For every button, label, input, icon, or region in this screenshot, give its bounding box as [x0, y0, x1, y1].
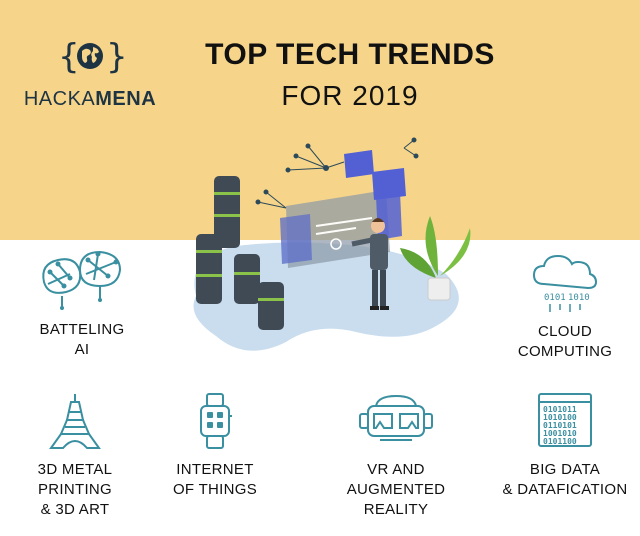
- hologram-dashboard: [280, 150, 406, 268]
- header-band: [0, 0, 640, 240]
- trend-label-line1: BATTELING: [39, 321, 125, 338]
- brain-network-icon: [42, 250, 122, 310]
- server-rack-icon: [196, 176, 284, 330]
- page-title: TOP TECH TRENDS: [205, 38, 495, 71]
- cloud-data-icon: 0101 1010: [532, 254, 598, 312]
- logo-text-light: HACKA: [23, 88, 96, 110]
- hackamena-logo: { } HACKAMENA: [20, 36, 160, 116]
- trend-vr-augmented-reality: VR AND AUGMENTED REALITY: [326, 392, 466, 520]
- trend-label-line3: REALITY: [363, 501, 429, 518]
- trend-label-line1: INTERNET: [176, 461, 254, 478]
- trend-internet-of-things: INTERNET OF THINGS: [160, 392, 270, 500]
- page-subtitle: FOR 2019: [281, 80, 419, 111]
- trend-label-line2: AI: [74, 341, 90, 358]
- binary-text: 0101011: [543, 405, 577, 414]
- binary-text: 1010: [568, 293, 590, 303]
- binary-text: 1010100: [543, 413, 577, 422]
- trend-label-line1: VR AND: [367, 461, 425, 478]
- binary-text: 0101100: [543, 437, 577, 446]
- vr-headset-icon: [359, 394, 433, 441]
- svg-text:{: {: [58, 37, 80, 76]
- binary-data-icon: 0101011 1010100 0110101 1001010 0101100: [538, 393, 592, 447]
- logo-wordmark: HACKAMENA: [20, 88, 160, 111]
- trend-label-line2: COMPUTING: [517, 343, 613, 360]
- trend-label-line2: OF THINGS: [172, 481, 258, 498]
- trend-cloud-computing: 0101 1010 CLOUD COMPUTING: [500, 254, 630, 362]
- potted-plant: [400, 216, 471, 301]
- trend-label-line2: PRINTING: [37, 481, 113, 498]
- logo-text-bold: MENA: [95, 88, 157, 110]
- eiffel-tower-icon: [49, 394, 101, 449]
- trend-label-line3: & 3D ART: [40, 501, 110, 518]
- trend-label-line1: CLOUD: [537, 323, 592, 340]
- trend-batteling-ai: BATTELING AI: [22, 246, 142, 360]
- trend-label-line2: AUGMENTED: [346, 481, 446, 498]
- globe-braces-icon: { }: [58, 37, 124, 76]
- businessman-figure: [351, 218, 389, 310]
- trend-label-line1: 3D METAL: [37, 461, 113, 478]
- businessman-hologram-illustration: [193, 137, 471, 351]
- trend-label-line1: BIG DATA: [529, 461, 601, 478]
- trend-label-line2: & DATAFICATION: [502, 481, 628, 498]
- binary-text: 1001010: [543, 429, 577, 438]
- binary-text: 0101: [544, 293, 566, 303]
- trend-3d-metal-printing: 3D METAL PRINTING & 3D ART: [20, 392, 130, 520]
- svg-text:}: }: [106, 37, 124, 76]
- trend-big-data: 0101011 1010100 0110101 1001010 0101100 …: [492, 392, 638, 500]
- binary-text: 0110101: [543, 421, 577, 430]
- smartwatch-icon: [200, 393, 232, 449]
